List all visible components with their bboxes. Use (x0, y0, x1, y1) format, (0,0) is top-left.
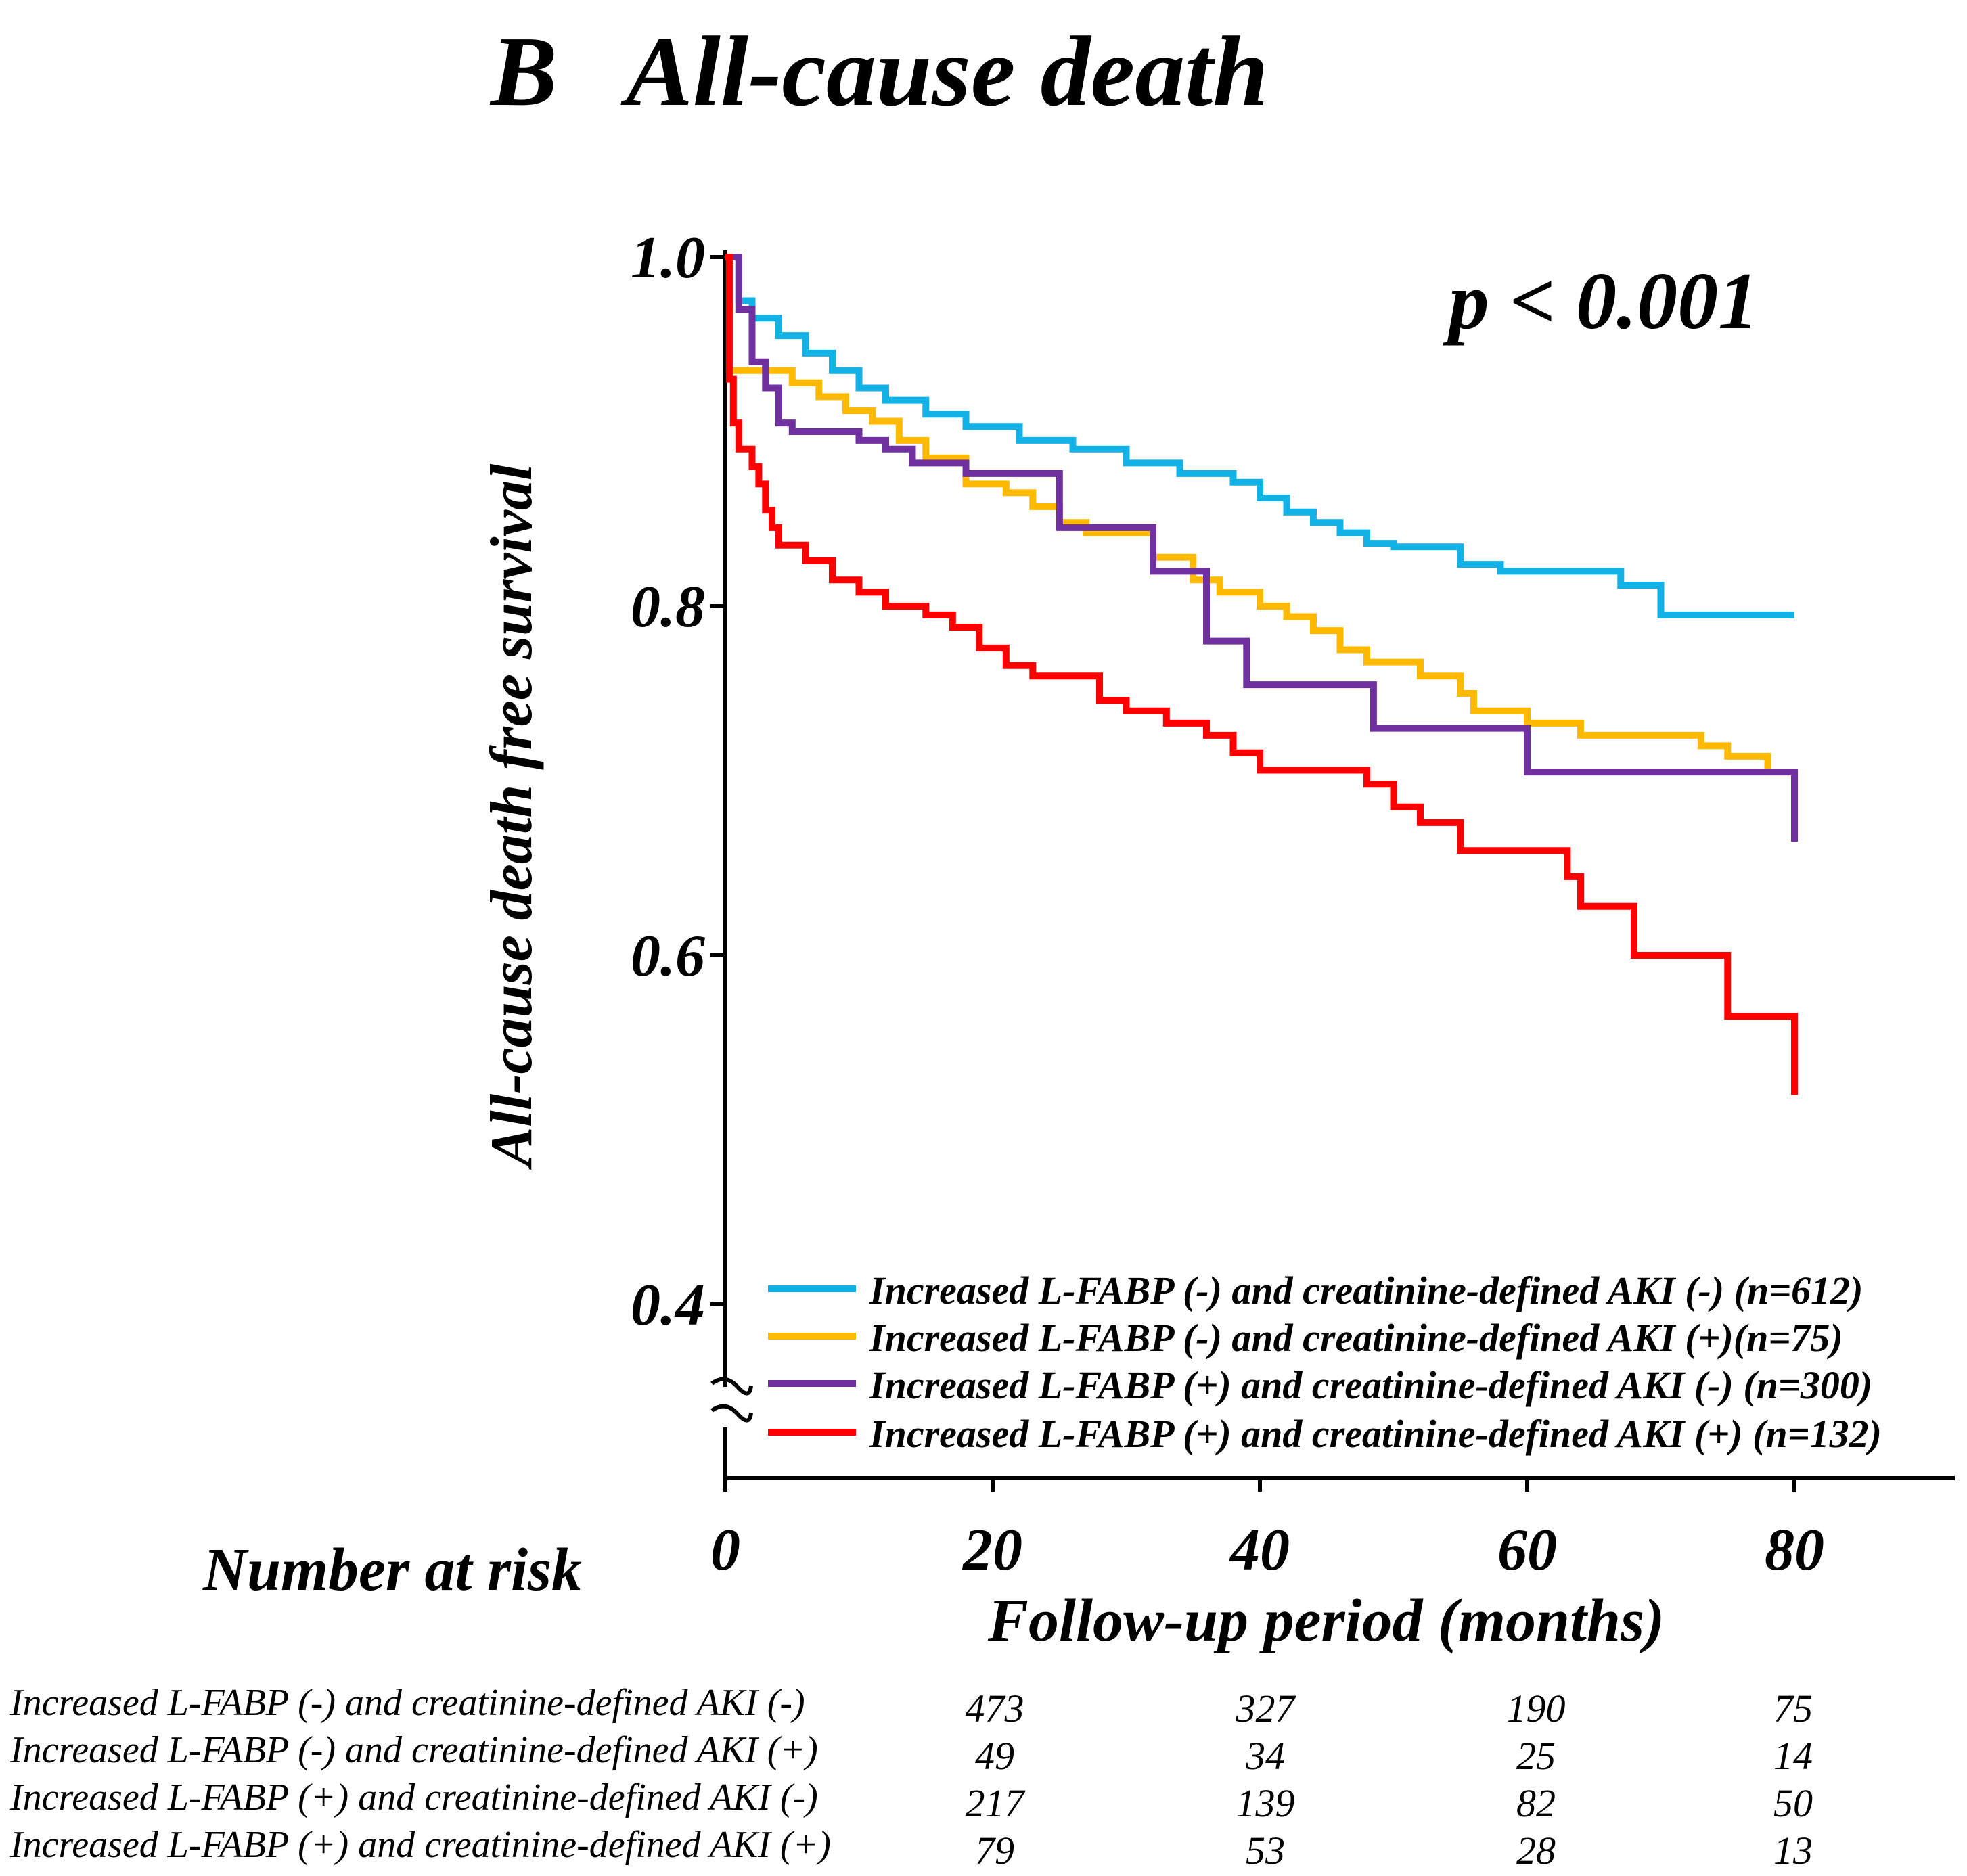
risk-value: 139 (1236, 1781, 1295, 1825)
p-value-annotation: p < 0.001 (1443, 256, 1759, 346)
risk-value: 14 (1773, 1734, 1813, 1778)
risk-value: 13 (1773, 1829, 1813, 1873)
chart-title: All-cause death (620, 16, 1269, 127)
x-tick-label: 0 (710, 1517, 740, 1583)
y-tick-label: 0.4 (631, 1273, 705, 1338)
risk-table-title: Number at risk (202, 1536, 582, 1603)
legend-label-4: Increased L-FABP (+) and creatinine-defi… (869, 1412, 1882, 1456)
series-layer (725, 254, 1798, 1095)
panel-label: B (489, 16, 558, 127)
risk-table: Number at risk Increased L-FABP (-) and … (9, 1536, 1813, 1873)
risk-value: 217 (966, 1781, 1026, 1825)
axis-break-mark-1 (710, 1377, 753, 1396)
x-tick-label: 80 (1765, 1517, 1824, 1583)
risk-value: 53 (1246, 1829, 1285, 1873)
risk-value: 50 (1773, 1781, 1813, 1825)
risk-value: 75 (1773, 1687, 1813, 1731)
y-tick-label: 0.6 (631, 923, 705, 989)
risk-value: 49 (975, 1734, 1014, 1778)
risk-row-label: Increased L-FABP (-) and creatinine-defi… (9, 1682, 805, 1724)
survival-curve-2 (725, 254, 1794, 776)
risk-value: 79 (975, 1829, 1014, 1873)
legend: Increased L-FABP (-) and creatinine-defi… (768, 1268, 1882, 1456)
risk-value: 82 (1516, 1781, 1556, 1825)
survival-curve-4 (725, 254, 1798, 1095)
risk-row-label: Increased L-FABP (+) and creatinine-defi… (9, 1824, 831, 1866)
risk-value: 190 (1507, 1687, 1566, 1731)
legend-label-2: Increased L-FABP (-) and creatinine-defi… (869, 1316, 1843, 1360)
y-tick-label: 1.0 (631, 225, 705, 291)
risk-value: 34 (1245, 1734, 1285, 1778)
risk-value: 28 (1516, 1829, 1556, 1873)
axes: 0.4 0.6 0.8 1.0 0 20 40 60 80 (631, 225, 1955, 1583)
risk-value: 327 (1236, 1687, 1296, 1731)
legend-label-3: Increased L-FABP (+) and creatinine-defi… (869, 1363, 1872, 1407)
risk-value: 25 (1516, 1734, 1556, 1778)
legend-label-1: Increased L-FABP (-) and creatinine-defi… (869, 1268, 1863, 1312)
survival-curve-1 (725, 254, 1794, 618)
y-axis-label: All-cause death free survival (479, 463, 545, 1170)
x-tick-label: 20 (962, 1517, 1022, 1583)
risk-row-label: Increased L-FABP (-) and creatinine-defi… (9, 1729, 818, 1771)
x-tick-label: 60 (1497, 1517, 1557, 1583)
y-tick-label: 0.8 (631, 574, 705, 640)
x-axis-label: Follow-up period (months) (987, 1587, 1665, 1654)
risk-row-label: Increased L-FABP (+) and creatinine-defi… (9, 1777, 818, 1818)
survival-curve-3 (725, 254, 1798, 842)
risk-value: 473 (966, 1687, 1024, 1731)
x-tick-label: 40 (1229, 1517, 1290, 1583)
axis-break-mark-2 (710, 1404, 753, 1423)
